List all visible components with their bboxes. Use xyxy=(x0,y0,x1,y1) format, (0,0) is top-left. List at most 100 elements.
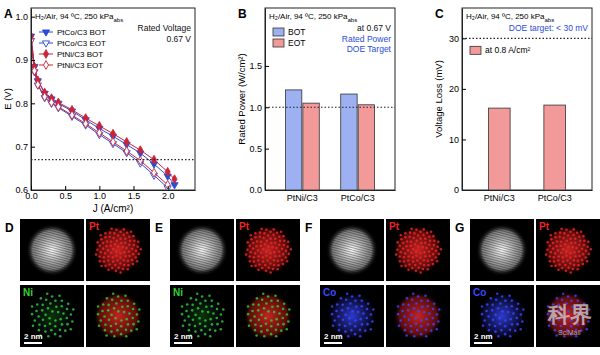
element-signal xyxy=(549,234,552,237)
element-signal xyxy=(259,231,262,234)
element-signal xyxy=(122,228,125,231)
element-signal xyxy=(414,264,417,267)
element-signal xyxy=(186,303,189,306)
scale-bar-label: 2 nm xyxy=(324,332,343,341)
element-signal xyxy=(114,317,117,320)
lattice-fringe xyxy=(172,232,232,248)
element-signal xyxy=(126,305,129,308)
chart-title-sub: abs xyxy=(348,17,358,23)
element-label: Pt xyxy=(389,221,400,232)
element-signal xyxy=(127,323,130,326)
axis-line xyxy=(31,9,32,191)
element-signal xyxy=(276,231,279,234)
legend-label: PtNi/C3 BOT xyxy=(57,50,103,59)
element-signal xyxy=(275,247,278,250)
element-signal xyxy=(112,237,115,240)
lattice-fringe xyxy=(172,259,232,275)
lattice-fringe xyxy=(172,244,232,260)
element-signal xyxy=(424,237,427,240)
element-signal xyxy=(105,334,108,337)
element-signal xyxy=(191,304,194,307)
element-signal xyxy=(560,228,563,231)
y-tick-label: 0 xyxy=(454,185,459,195)
element-signal xyxy=(414,243,417,246)
element-signal xyxy=(407,268,410,271)
element-signal xyxy=(411,256,414,259)
element-signal xyxy=(397,305,400,308)
element-signal xyxy=(427,264,430,267)
element-signal xyxy=(281,248,284,251)
lattice-fringe xyxy=(22,225,82,241)
y-tick-label: 1.5 xyxy=(249,61,262,71)
element-signal xyxy=(187,315,190,318)
element-signal xyxy=(44,325,47,328)
element-signal xyxy=(183,319,186,322)
legend-swatch xyxy=(470,46,481,54)
plot-area xyxy=(265,90,395,190)
element-signal xyxy=(48,317,51,320)
lattice-fringe xyxy=(22,213,82,229)
chart-title-main: H₂/Air, 94 ºC, 250 kPa xyxy=(466,12,545,21)
element-signal xyxy=(287,253,290,256)
y-tick: 0.8 xyxy=(15,99,35,109)
scale-bar-label: 2 nm xyxy=(24,332,43,341)
lattice-fringe xyxy=(22,218,82,234)
element-signal xyxy=(265,269,268,272)
element-signal xyxy=(422,234,425,237)
y-tick: 0.9 xyxy=(15,55,35,65)
panel-label: E xyxy=(155,221,163,235)
element-signal xyxy=(104,265,107,268)
element-signal xyxy=(569,271,572,274)
element-signal xyxy=(557,259,560,262)
tile-background xyxy=(320,285,384,347)
element-signal xyxy=(572,234,575,237)
element-signal xyxy=(350,329,353,332)
particle xyxy=(393,291,443,341)
lattice-fringe xyxy=(322,223,382,239)
element-signal xyxy=(99,319,102,322)
element-signal xyxy=(249,234,252,237)
scale-bar xyxy=(174,342,192,344)
element-signal xyxy=(501,295,504,298)
element-signal xyxy=(265,228,268,231)
element-signal xyxy=(395,253,398,256)
x-tick-label: 2.0 xyxy=(162,191,175,201)
element-signal xyxy=(270,319,273,322)
element-signal xyxy=(586,260,589,263)
element-signal xyxy=(182,324,185,327)
element-signal xyxy=(270,299,273,302)
element-signal xyxy=(100,265,103,268)
element-signal xyxy=(220,313,223,316)
element-signal xyxy=(406,297,409,300)
element-signal xyxy=(419,271,422,274)
element-signal xyxy=(520,313,523,316)
chart-title: H₂/Air, 94 ºC, 250 kPaabs xyxy=(466,12,554,23)
element-signal xyxy=(582,235,585,238)
element-signal xyxy=(128,235,131,238)
image-panel: GPtCo2 nm xyxy=(455,208,600,347)
marker xyxy=(172,175,177,184)
element-signal xyxy=(404,252,407,255)
element-signal xyxy=(433,302,436,305)
y-tick: 30 xyxy=(449,34,466,44)
lattice-fringe xyxy=(172,261,232,277)
element-signal xyxy=(99,234,102,237)
element-signal xyxy=(579,240,582,243)
element-signal xyxy=(209,329,212,332)
element-signal xyxy=(282,323,285,326)
element-signal xyxy=(437,253,440,256)
element-signal xyxy=(119,271,122,274)
element-signal xyxy=(552,242,555,245)
x-tick: PtNi/C3 xyxy=(287,193,318,203)
element-signal xyxy=(200,329,203,332)
x-tick-mark xyxy=(31,186,32,190)
lattice-fringe xyxy=(322,264,382,280)
y-tick-label: 10 xyxy=(449,135,459,145)
element-signal xyxy=(423,264,426,267)
element-signal xyxy=(131,248,134,251)
element-signal xyxy=(273,259,276,262)
element-signal xyxy=(59,318,62,321)
element-signal xyxy=(412,260,415,263)
element-signal xyxy=(424,241,427,244)
bar xyxy=(358,105,374,190)
